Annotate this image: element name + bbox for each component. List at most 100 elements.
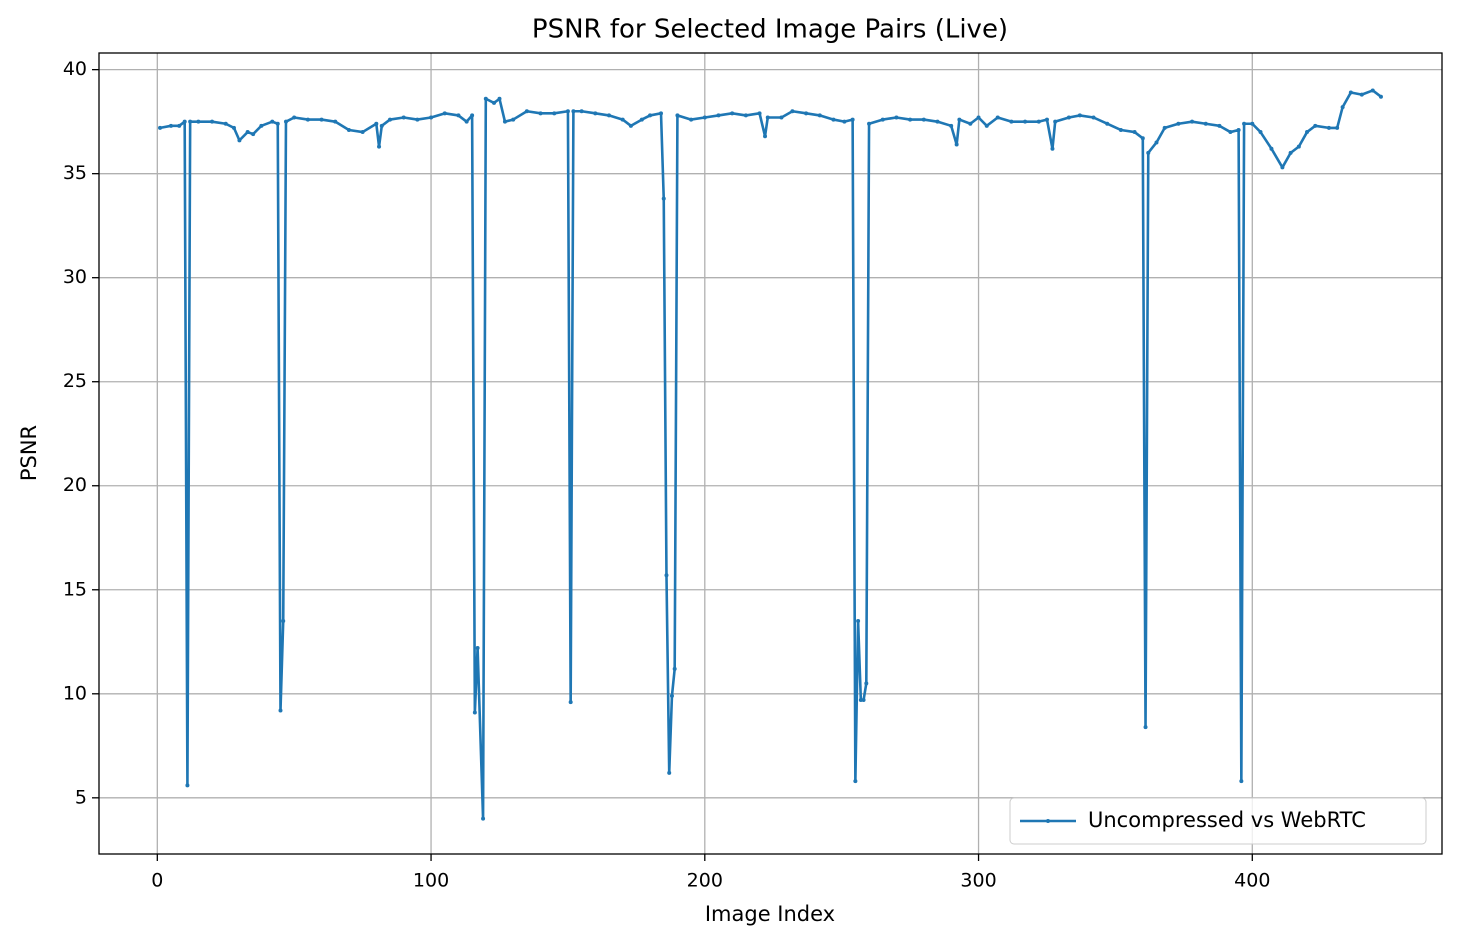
data-point xyxy=(1143,725,1148,730)
data-point xyxy=(472,710,477,715)
data-point xyxy=(379,123,384,128)
data-point xyxy=(864,681,869,686)
data-point xyxy=(763,134,768,139)
data-point xyxy=(1305,130,1310,135)
data-point xyxy=(954,142,959,147)
data-point xyxy=(1228,130,1233,135)
data-point xyxy=(237,138,242,143)
data-point xyxy=(1009,119,1014,124)
data-point xyxy=(483,96,488,101)
data-point xyxy=(1280,165,1285,170)
data-point xyxy=(188,119,193,124)
data-point xyxy=(659,111,664,116)
data-point xyxy=(1140,136,1145,141)
data-point xyxy=(648,113,653,118)
data-point xyxy=(1217,123,1222,128)
data-point xyxy=(804,111,809,116)
legend-label: Uncompressed vs WebRTC xyxy=(1088,808,1366,832)
data-point xyxy=(223,121,228,126)
data-point xyxy=(669,693,674,698)
data-point xyxy=(1203,121,1208,126)
data-point xyxy=(210,119,215,124)
data-point xyxy=(1326,125,1331,130)
y-tick-label: 5 xyxy=(75,786,87,808)
data-point xyxy=(1066,115,1071,120)
data-point xyxy=(524,109,529,114)
data-point xyxy=(976,115,981,120)
data-point xyxy=(511,117,516,122)
data-point xyxy=(177,123,182,128)
data-point xyxy=(850,117,855,122)
data-point xyxy=(538,111,543,116)
data-point xyxy=(579,109,584,114)
data-point xyxy=(470,113,475,118)
data-point xyxy=(292,115,297,120)
plot-frame xyxy=(98,52,1443,855)
data-point xyxy=(475,646,480,651)
data-point xyxy=(639,117,644,122)
data-point xyxy=(1036,119,1041,124)
data-point xyxy=(259,123,264,128)
data-point xyxy=(1313,123,1318,128)
data-point xyxy=(185,783,190,788)
data-point xyxy=(251,132,256,137)
data-point xyxy=(593,111,598,116)
data-point xyxy=(765,115,770,120)
data-point xyxy=(672,666,677,671)
data-point xyxy=(1091,115,1096,120)
data-point xyxy=(270,119,275,124)
data-point xyxy=(1132,130,1137,135)
data-point xyxy=(1077,113,1082,118)
data-point xyxy=(319,117,324,122)
data-point xyxy=(743,113,748,118)
data-point xyxy=(281,618,286,623)
data-point xyxy=(1154,140,1159,145)
data-point xyxy=(182,119,187,124)
data-point xyxy=(606,113,611,118)
x-tick-label: 0 xyxy=(151,870,163,892)
data-point xyxy=(1176,121,1181,126)
data-point xyxy=(1236,127,1241,132)
data-point xyxy=(757,111,762,116)
data-point xyxy=(1340,105,1345,110)
data-point xyxy=(278,708,283,713)
data-point xyxy=(831,117,836,122)
data-point xyxy=(196,119,201,124)
data-point xyxy=(231,125,236,130)
data-point xyxy=(305,117,310,122)
data-point xyxy=(1258,130,1263,135)
y-tick-label: 30 xyxy=(63,266,87,288)
y-tick-label: 15 xyxy=(63,578,87,600)
y-axis-label: PSNR xyxy=(17,425,41,481)
x-tick-label: 200 xyxy=(687,870,723,892)
data-point xyxy=(387,117,392,122)
data-point xyxy=(730,111,735,116)
data-point xyxy=(894,115,899,120)
data-point xyxy=(1105,121,1110,126)
data-point xyxy=(565,109,570,114)
data-point xyxy=(702,115,707,120)
data-point xyxy=(333,119,338,124)
data-point xyxy=(984,123,989,128)
data-point xyxy=(908,117,913,122)
data-point xyxy=(168,123,173,128)
data-point xyxy=(374,121,379,126)
data-point xyxy=(856,618,861,623)
data-point xyxy=(377,144,382,149)
data-point xyxy=(481,816,486,821)
data-point xyxy=(664,573,669,578)
data-point xyxy=(716,113,721,118)
data-point xyxy=(415,117,420,122)
data-point xyxy=(667,770,672,775)
data-point xyxy=(1378,94,1383,99)
data-point xyxy=(497,96,502,101)
data-point xyxy=(921,117,926,122)
data-point xyxy=(935,119,940,124)
data-point xyxy=(360,130,365,135)
data-point xyxy=(571,109,576,114)
data-point xyxy=(861,698,866,703)
data-point xyxy=(853,779,858,784)
data-point xyxy=(275,121,280,126)
data-point xyxy=(675,113,680,118)
data-point xyxy=(661,196,666,201)
